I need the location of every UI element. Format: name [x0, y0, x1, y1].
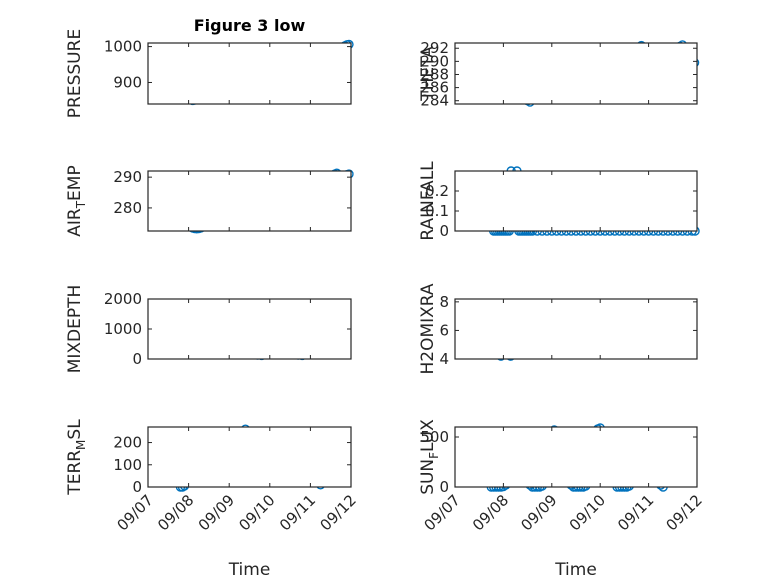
- y-tick-label: 290: [113, 168, 142, 186]
- y-tick-label: 284: [420, 92, 449, 110]
- y-tick-label: 280: [113, 199, 142, 217]
- axes-box: [454, 426, 698, 488]
- y-tick-label: 0: [132, 350, 142, 368]
- x-tick-label: 09/09: [195, 491, 238, 534]
- x-tick-label: 09/11: [276, 491, 319, 534]
- y-tick-label: 290: [420, 52, 449, 70]
- y-tick-label: 0.2: [425, 182, 449, 200]
- y-axis-label: H2OMIXRA: [418, 283, 438, 374]
- y-axis-label: PRESSURE: [65, 29, 85, 118]
- x-tick-label: 09/09: [517, 491, 560, 534]
- axes-box: [147, 426, 352, 488]
- y-axis-label: THETA: [418, 46, 438, 102]
- y-tick-label: 8: [439, 293, 449, 311]
- axes-box: [454, 298, 698, 360]
- x-tick-label: 09/12: [317, 491, 360, 534]
- x-tick-label: 09/12: [663, 491, 706, 534]
- y-axis-label: RAINFALL: [418, 161, 438, 241]
- y-tick-label: 200: [113, 434, 142, 452]
- subplot-5: 0 1000 2000 MIXDEPTH: [65, 285, 352, 374]
- axes-box: [147, 298, 352, 360]
- y-tick-label: 1000: [104, 320, 142, 338]
- y-axis-label: TERRMSL: [65, 419, 88, 496]
- subplot-8: 0 500 09/07 09/08 09/09 09/10 09/11 09/12 Time SU…: [418, 419, 706, 580]
- y-tick-label: 500: [420, 428, 449, 446]
- y-tick-label: 292: [420, 39, 449, 57]
- y-axis-label: MIXDEPTH: [65, 285, 85, 374]
- y-tick-label: 0: [132, 478, 142, 496]
- x-axis-label: Time: [228, 560, 271, 580]
- y-tick-label: 6: [439, 321, 449, 339]
- axes-box: [454, 42, 698, 105]
- x-axis-label: Time: [554, 560, 597, 580]
- axes-box: [454, 170, 698, 232]
- subplot-1: 900 1000 PRESSURE Figure 3 low: [65, 16, 354, 118]
- x-tick-label: 09/08: [469, 491, 512, 534]
- axes-box: [147, 42, 352, 105]
- chart-title: Figure 3 low: [194, 16, 306, 35]
- y-axis-label: AIRTEMP: [65, 165, 88, 236]
- y-tick-label: 4: [439, 350, 449, 368]
- y-axis-label: SUNFLUX: [418, 419, 441, 495]
- x-tick-label: 09/11: [614, 491, 657, 534]
- x-tick-label: 09/10: [235, 491, 278, 534]
- y-tick-label: 286: [420, 79, 449, 97]
- y-tick-label: 900: [113, 73, 142, 91]
- y-tick-label: 288: [420, 65, 449, 83]
- y-tick-label: 0: [439, 478, 449, 496]
- y-tick-label: 100: [113, 456, 142, 474]
- y-tick-label: 0.1: [425, 202, 449, 220]
- x-tick-label: 09/10: [566, 491, 609, 534]
- axes-box: [147, 170, 352, 232]
- y-tick-label: 1000: [104, 38, 142, 56]
- subplot-3: 280 290 AIRTEMP: [65, 165, 354, 237]
- x-tick-label: 09/07: [421, 491, 464, 534]
- y-tick-label: 0: [439, 222, 449, 240]
- y-tick-label: 2000: [104, 290, 142, 308]
- x-tick-label: 09/07: [114, 491, 157, 534]
- x-tick-label: 09/08: [154, 491, 197, 534]
